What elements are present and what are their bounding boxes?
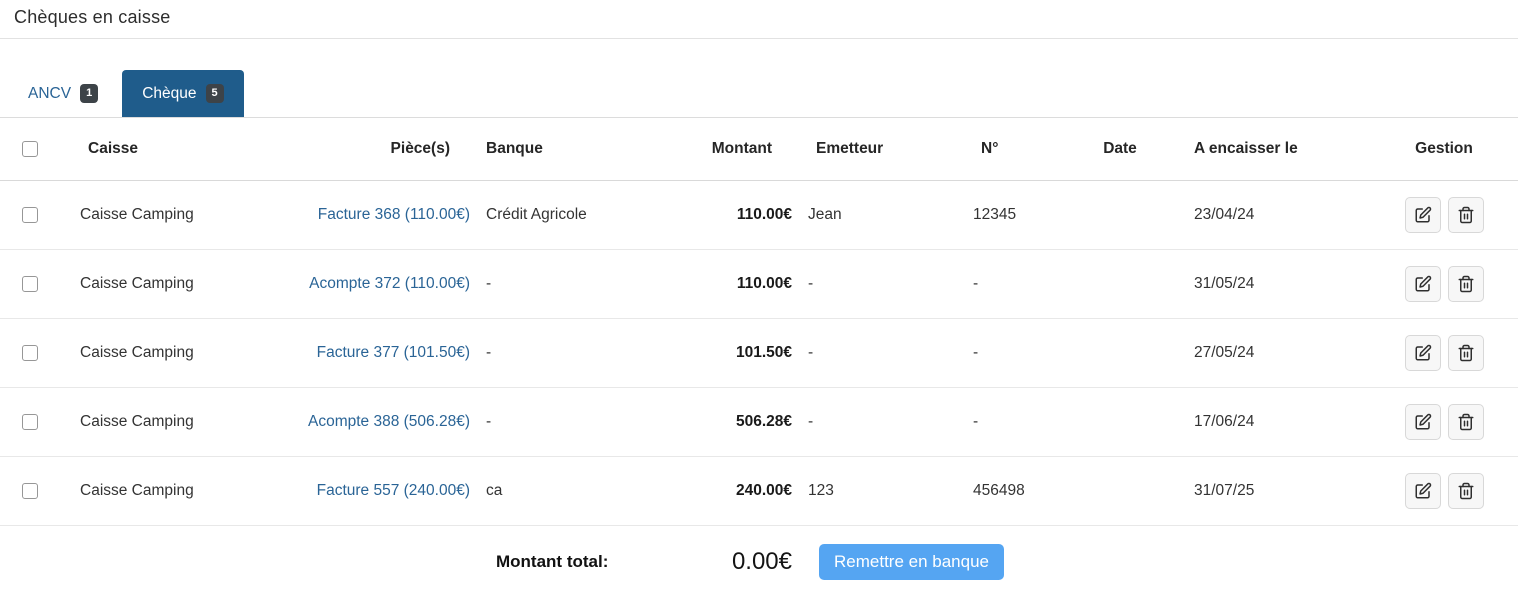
remit-to-bank-button[interactable]: Remettre en banque bbox=[819, 544, 1004, 581]
trash-icon bbox=[1458, 482, 1473, 499]
trash-icon bbox=[1458, 275, 1473, 292]
cell-numero: - bbox=[965, 318, 1060, 388]
column-header-caisse: Caisse bbox=[72, 118, 290, 181]
piece-link[interactable]: Acompte 388 (506.28€) bbox=[308, 412, 470, 430]
delete-button[interactable] bbox=[1447, 265, 1484, 302]
delete-button[interactable] bbox=[1447, 403, 1484, 440]
edit-icon bbox=[1415, 482, 1431, 498]
edit-button[interactable] bbox=[1404, 196, 1441, 233]
cell-caisse: Caisse Camping bbox=[72, 249, 290, 319]
total-value: 0.00€ bbox=[731, 548, 792, 576]
edit-button[interactable] bbox=[1404, 403, 1441, 440]
cell-emetteur: - bbox=[800, 249, 965, 319]
cell-montant: 110.00€ bbox=[640, 249, 800, 319]
cell-caisse: Caisse Camping bbox=[72, 456, 290, 526]
piece-link[interactable]: Facture 377 (101.50€) bbox=[316, 343, 470, 361]
cell-banque: ca bbox=[478, 456, 640, 526]
edit-button[interactable] bbox=[1404, 334, 1441, 371]
cell-banque: - bbox=[478, 318, 640, 388]
table-row: Caisse Camping Acompte 388 (506.28€) - 5… bbox=[0, 387, 1518, 457]
cell-date bbox=[1060, 387, 1180, 457]
tab-bar: ANCV 1 Chèque 5 bbox=[0, 70, 1518, 118]
column-header-pieces: Pièce(s) bbox=[290, 118, 478, 181]
edit-icon bbox=[1415, 206, 1431, 222]
table-header-row: Caisse Pièce(s) Banque Montant Emetteur … bbox=[0, 118, 1518, 181]
delete-button[interactable] bbox=[1447, 196, 1484, 233]
edit-icon bbox=[1415, 344, 1431, 360]
cell-caisse: Caisse Camping bbox=[72, 387, 290, 457]
column-header-emetteur: Emetteur bbox=[800, 118, 965, 181]
column-header-gestion: Gestion bbox=[1370, 118, 1518, 181]
cell-date bbox=[1060, 180, 1180, 250]
trash-icon bbox=[1458, 413, 1473, 430]
tab-ancv-badge: 1 bbox=[80, 84, 99, 103]
cell-montant: 110.00€ bbox=[640, 180, 800, 250]
total-label: Montant total: bbox=[496, 552, 609, 572]
row-checkbox[interactable] bbox=[22, 344, 38, 361]
cell-date bbox=[1060, 318, 1180, 388]
table-footer-row: Montant total: 0.00€ Remettre en banque bbox=[0, 525, 1518, 599]
cell-numero: - bbox=[965, 249, 1060, 319]
table-row: Caisse Camping Facture 557 (240.00€) ca … bbox=[0, 456, 1518, 526]
edit-icon bbox=[1415, 413, 1431, 429]
cell-caisse: Caisse Camping bbox=[72, 180, 290, 250]
cell-emetteur: 123 bbox=[800, 456, 965, 526]
trash-icon bbox=[1458, 206, 1473, 223]
piece-link[interactable]: Acompte 372 (110.00€) bbox=[309, 274, 470, 292]
cell-numero: - bbox=[965, 387, 1060, 457]
row-checkbox[interactable] bbox=[22, 413, 38, 430]
cell-numero: 12345 bbox=[965, 180, 1060, 250]
cell-encaisser: 27/05/24 bbox=[1180, 318, 1370, 388]
cell-emetteur: - bbox=[800, 387, 965, 457]
column-header-banque: Banque bbox=[478, 118, 640, 181]
cell-numero: 456498 bbox=[965, 456, 1060, 526]
row-checkbox[interactable] bbox=[22, 206, 38, 223]
cell-date bbox=[1060, 456, 1180, 526]
column-header-date: Date bbox=[1060, 118, 1180, 181]
page-title: Chèques en caisse bbox=[14, 7, 171, 27]
edit-icon bbox=[1415, 275, 1431, 291]
edit-button[interactable] bbox=[1404, 472, 1441, 509]
piece-link[interactable]: Facture 557 (240.00€) bbox=[316, 481, 470, 499]
tab-cheque-badge: 5 bbox=[205, 84, 224, 103]
row-checkbox[interactable] bbox=[22, 275, 38, 292]
tab-cheque-label: Chèque bbox=[142, 84, 197, 102]
cheques-table: Caisse Pièce(s) Banque Montant Emetteur … bbox=[0, 118, 1518, 599]
cell-encaisser: 31/05/24 bbox=[1180, 249, 1370, 319]
cell-encaisser: 31/07/25 bbox=[1180, 456, 1370, 526]
row-checkbox[interactable] bbox=[22, 482, 38, 499]
cell-date bbox=[1060, 249, 1180, 319]
piece-link[interactable]: Facture 368 (110.00€) bbox=[317, 205, 470, 223]
table-row: Caisse Camping Facture 368 (110.00€) Cré… bbox=[0, 180, 1518, 250]
column-header-montant: Montant bbox=[640, 118, 800, 181]
tab-cheque[interactable]: Chèque 5 bbox=[122, 70, 244, 117]
table-row: Caisse Camping Facture 377 (101.50€) - 1… bbox=[0, 318, 1518, 388]
cell-encaisser: 23/04/24 bbox=[1180, 180, 1370, 250]
column-header-encaisser: A encaisser le bbox=[1180, 118, 1370, 181]
select-all-checkbox[interactable] bbox=[22, 140, 38, 157]
column-header-numero: N° bbox=[965, 118, 1060, 181]
trash-icon bbox=[1458, 344, 1473, 361]
cell-caisse: Caisse Camping bbox=[72, 318, 290, 388]
cell-montant: 240.00€ bbox=[640, 456, 800, 526]
cell-emetteur: - bbox=[800, 318, 965, 388]
cell-banque: Crédit Agricole bbox=[478, 180, 640, 250]
cell-encaisser: 17/06/24 bbox=[1180, 387, 1370, 457]
cell-banque: - bbox=[478, 249, 640, 319]
cell-banque: - bbox=[478, 387, 640, 457]
cell-montant: 101.50€ bbox=[640, 318, 800, 388]
page-header: Chèques en caisse bbox=[0, 0, 1518, 39]
tab-ancv-label: ANCV bbox=[28, 84, 72, 102]
tab-ancv[interactable]: ANCV 1 bbox=[28, 70, 99, 117]
table-row: Caisse Camping Acompte 372 (110.00€) - 1… bbox=[0, 249, 1518, 319]
cell-emetteur: Jean bbox=[800, 180, 965, 250]
cell-montant: 506.28€ bbox=[640, 387, 800, 457]
delete-button[interactable] bbox=[1447, 334, 1484, 371]
edit-button[interactable] bbox=[1404, 265, 1441, 302]
delete-button[interactable] bbox=[1447, 472, 1484, 509]
